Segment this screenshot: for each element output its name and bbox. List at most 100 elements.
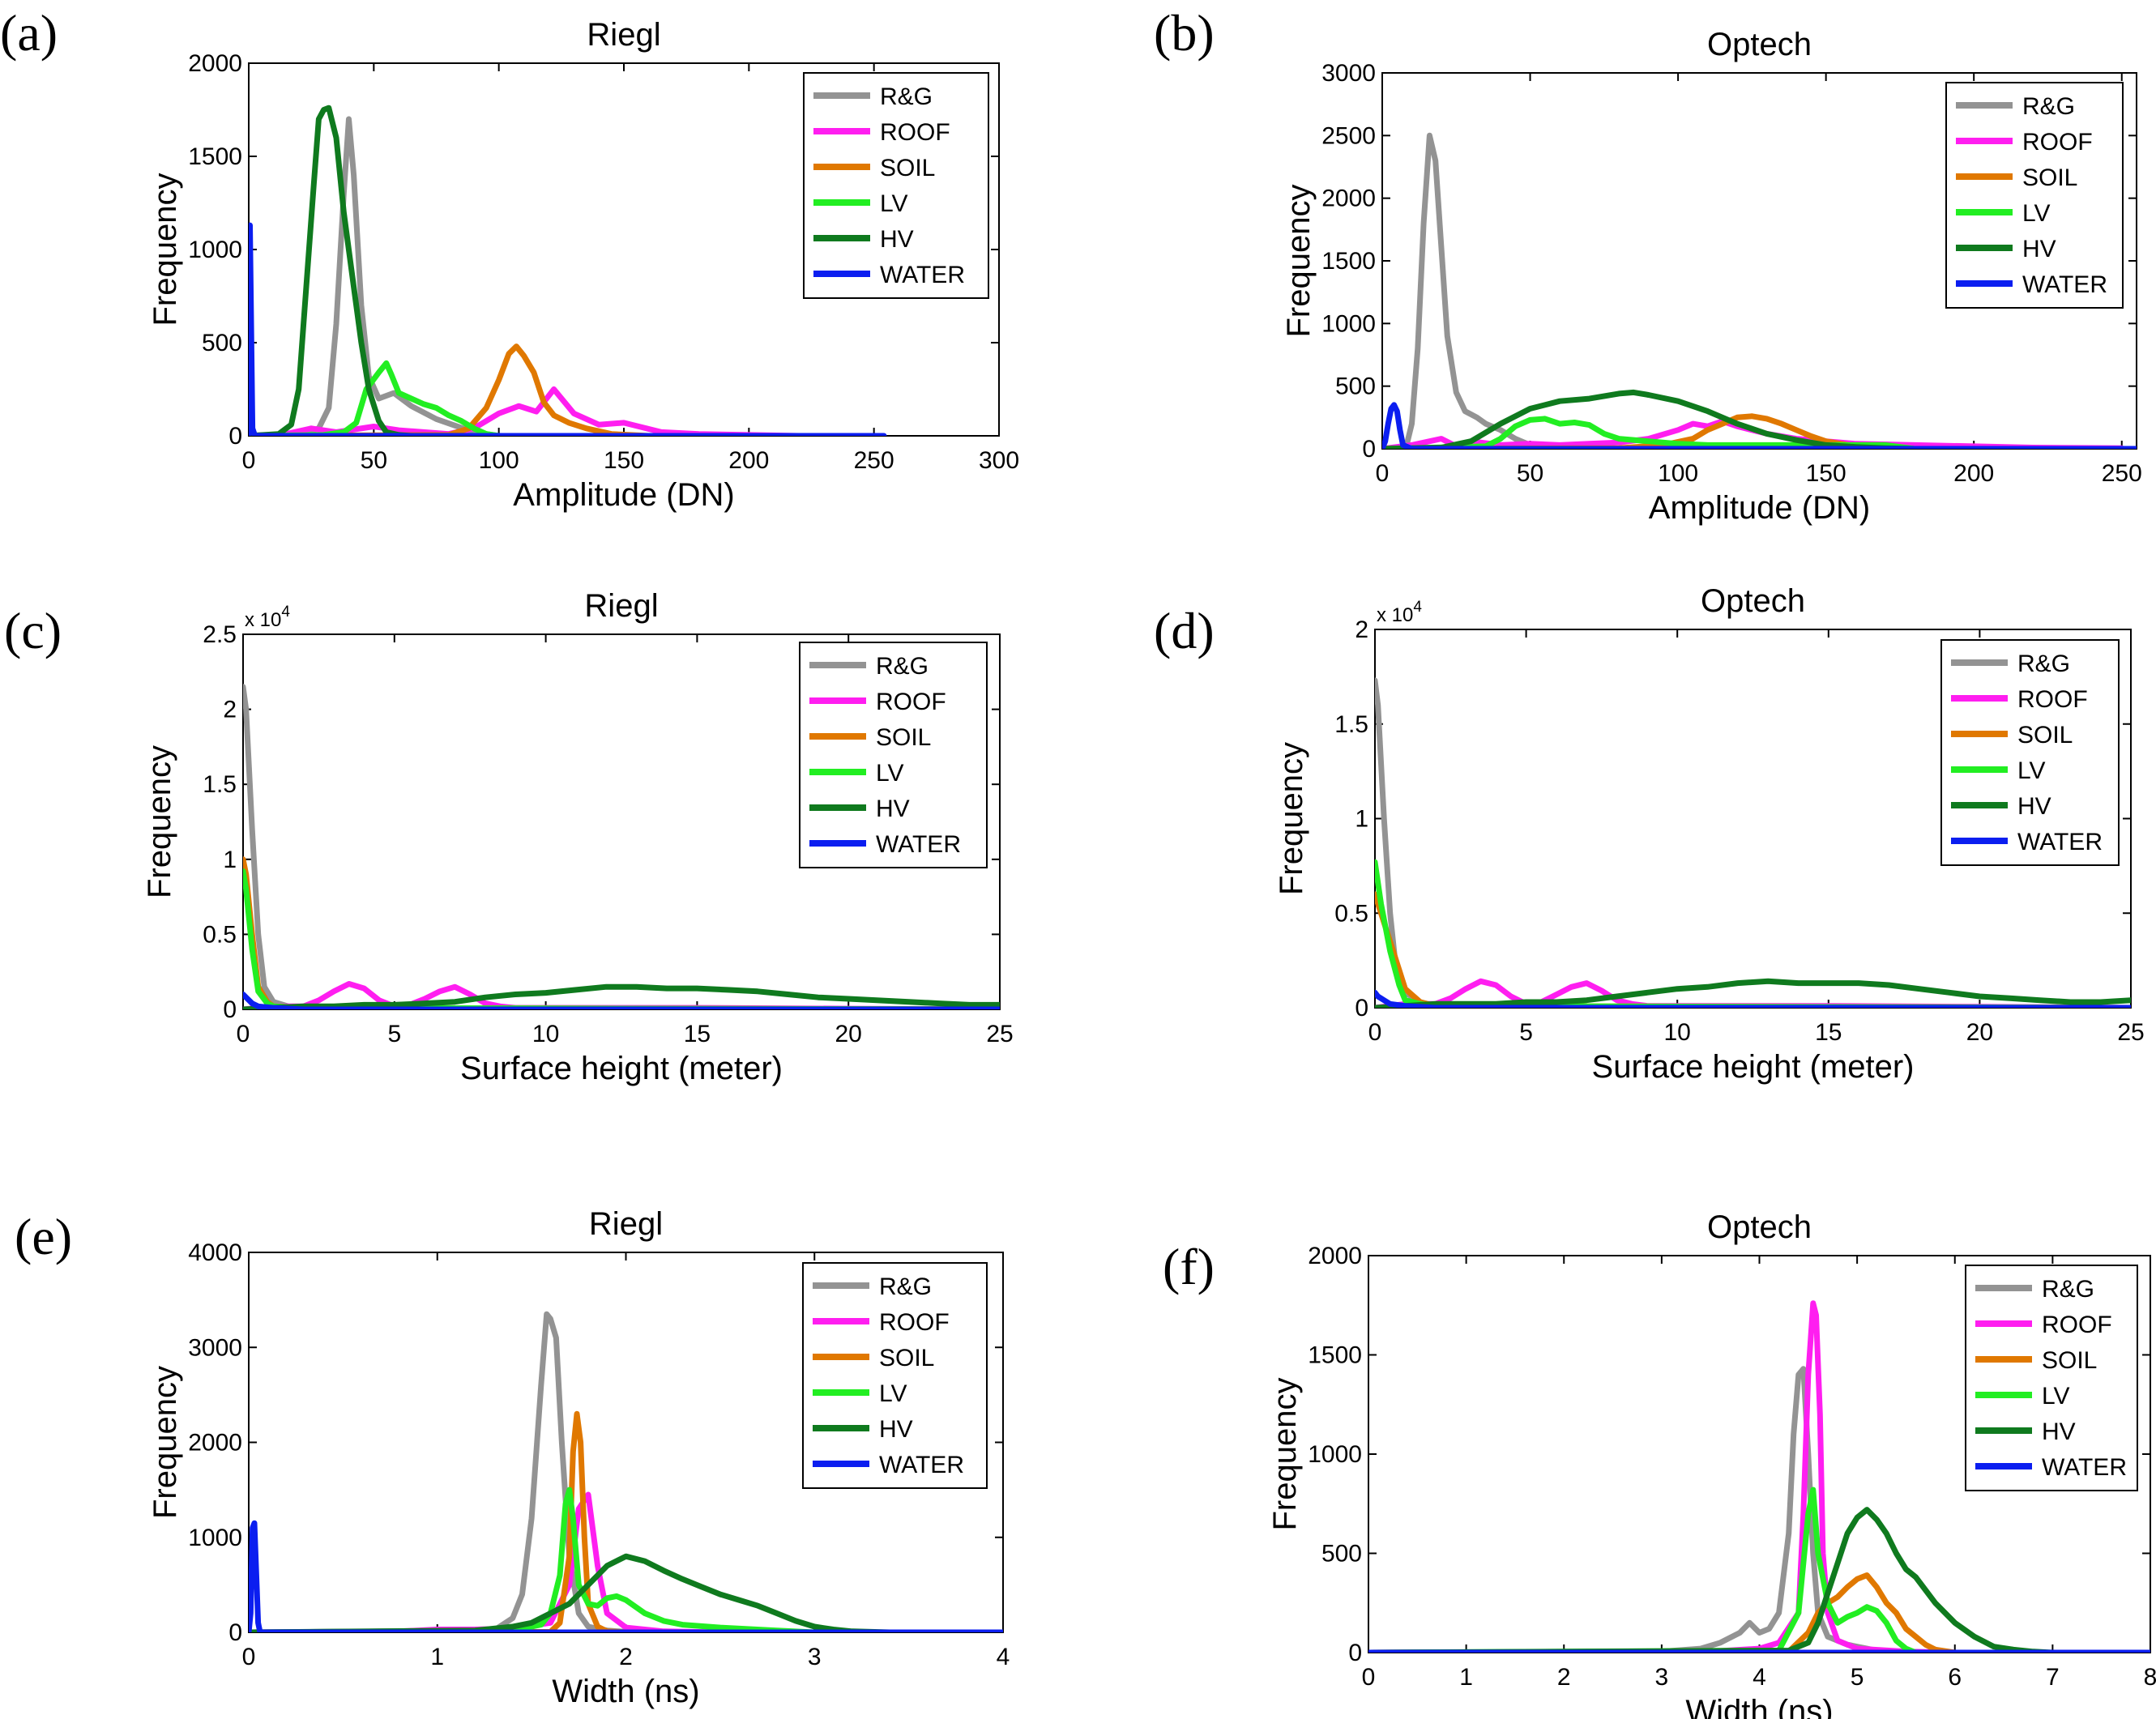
- y-tick-label: 0: [228, 423, 242, 450]
- series-group: [249, 1311, 1003, 1632]
- y-axis-label: Frequency: [1267, 1378, 1303, 1531]
- legend-label: R&G: [2017, 650, 2070, 677]
- legend-label: HV: [2042, 1418, 2076, 1445]
- series-line-hv: [249, 1553, 893, 1632]
- series-line-water: [249, 1520, 1003, 1632]
- legend-label: R&G: [876, 653, 929, 680]
- y-axis-label: Frequency: [1274, 742, 1309, 895]
- series-line-water: [1382, 402, 2137, 449]
- panel-label: (c): [4, 602, 62, 659]
- series-line-hv: [1382, 389, 1918, 449]
- legend-label: HV: [2017, 793, 2051, 820]
- x-tick-label: 0: [1376, 460, 1390, 487]
- legend-label: WATER: [879, 1452, 964, 1478]
- series-line-soil: [249, 1410, 629, 1632]
- x-tick-label: 250: [2102, 460, 2142, 487]
- legend-label: WATER: [2042, 1454, 2127, 1481]
- y-tick-label: 0: [223, 996, 237, 1023]
- y-tick-label: 2000: [1308, 1243, 1362, 1269]
- x-tick-label: 200: [1953, 460, 1994, 487]
- x-tick-label: 50: [361, 447, 387, 474]
- x-tick-label: 4: [1753, 1664, 1766, 1691]
- series-group: [249, 105, 887, 436]
- y-tick-label: 1500: [1308, 1342, 1362, 1369]
- legend-label: WATER: [2022, 271, 2107, 298]
- x-tick-label: 2: [1557, 1664, 1571, 1691]
- series-line-water: [249, 222, 887, 436]
- x-tick-label: 0: [242, 447, 256, 474]
- y-tick-label: 3000: [1321, 60, 1376, 87]
- legend-box: [1965, 1265, 2138, 1491]
- x-tick-label: 10: [1664, 1019, 1691, 1046]
- x-tick-label: 200: [728, 447, 769, 474]
- y-tick-label: 2500: [1321, 122, 1376, 149]
- series-line-soil: [249, 343, 652, 436]
- legend-label: R&G: [880, 83, 933, 110]
- x-tick-label: 300: [979, 447, 1019, 474]
- legend: R&G ROOF SOIL LV HV WATER: [1965, 1265, 2138, 1491]
- legend-box: [1945, 82, 2124, 309]
- series-group: [1382, 132, 2137, 449]
- panel-label: (e): [15, 1208, 72, 1265]
- y-tick-label: 2.5: [203, 621, 237, 648]
- x-axis-label: Surface height (meter): [1592, 1049, 1915, 1085]
- legend-label: ROOF: [2042, 1312, 2112, 1338]
- legend-label: ROOF: [879, 1309, 950, 1336]
- y-tick-label: 0: [1348, 1640, 1362, 1666]
- chart-panel-f: (f) Optech 0 1 2 3 4 5 6 7 8 0 500 1000 1500 2000 Width …: [1163, 1209, 2156, 1719]
- y-tick-label: 3000: [188, 1334, 242, 1361]
- x-axis-label: Surface height (meter): [460, 1051, 783, 1086]
- series-line-randg: [249, 116, 502, 436]
- series-line-lv: [249, 1487, 818, 1632]
- series-group: [243, 684, 1000, 1009]
- legend-box: [1940, 639, 2120, 866]
- y-tick-label: 4000: [188, 1239, 242, 1266]
- x-tick-label: 5: [387, 1021, 401, 1047]
- x-tick-label: 6: [1948, 1664, 1962, 1691]
- chart-title: Optech: [1707, 1209, 1812, 1245]
- y-tick-label: 0: [228, 1619, 242, 1646]
- y-tick-label: 0: [1355, 995, 1368, 1022]
- y-tick-label: 1500: [188, 143, 242, 170]
- y-tick-label: 500: [1335, 373, 1376, 400]
- series-line-hv: [1375, 978, 2131, 1008]
- legend-label: SOIL: [2017, 722, 2073, 749]
- chart-panel-e: (e) Riegl 0 1 2 3 4 0 1000 2000 3000 4000 Width (ns)…: [15, 1206, 1010, 1709]
- legend-label: SOIL: [2022, 164, 2077, 191]
- x-tick-label: 100: [1658, 460, 1698, 487]
- y-tick-label: 500: [202, 330, 242, 356]
- x-tick-label: 5: [1851, 1664, 1864, 1691]
- x-tick-label: 20: [1966, 1019, 1993, 1046]
- legend-box: [802, 1262, 988, 1489]
- x-tick-label: 1: [430, 1644, 444, 1670]
- legend-label: R&G: [879, 1273, 932, 1300]
- chart-title: Riegl: [589, 1206, 663, 1242]
- legend-label: LV: [2022, 200, 2050, 227]
- x-tick-label: 15: [684, 1021, 711, 1047]
- legend-label: LV: [879, 1380, 907, 1407]
- chart-panel-d: (d) Optech 0 5 10 15 20 25 0 0.5 1 1.5 2 x 104 Surface…: [1154, 583, 2145, 1085]
- y-tick-label: 1.5: [203, 771, 237, 798]
- y-tick-label: 0: [1362, 436, 1376, 463]
- chart-title: Optech: [1701, 583, 1805, 619]
- x-axis-label: Width (ns): [552, 1674, 699, 1709]
- x-tick-label: 3: [1655, 1664, 1669, 1691]
- legend: R&G ROOF SOIL LV HV WATER: [1945, 82, 2124, 309]
- x-tick-label: 3: [808, 1644, 822, 1670]
- y-tick-label: 1: [1355, 806, 1368, 833]
- x-tick-label: 25: [986, 1021, 1013, 1047]
- legend-box: [799, 642, 988, 868]
- chart-title: Optech: [1707, 27, 1812, 62]
- series-group: [1375, 677, 2131, 1008]
- legend-label: ROOF: [2017, 686, 2088, 713]
- panel-label: (a): [0, 4, 58, 62]
- y-axis-label: Frequency: [147, 1366, 183, 1519]
- legend-label: LV: [2042, 1383, 2069, 1410]
- series-line-water: [1375, 989, 2131, 1008]
- y-tick-label: 0.5: [203, 921, 237, 948]
- legend-label: WATER: [2017, 829, 2103, 855]
- legend-box: [803, 72, 989, 299]
- chart-panel-c: (c) Riegl 0 5 10 15 20 25 0 0.5 1 1.5 2 2.5 x 104 Surfa…: [4, 588, 1014, 1086]
